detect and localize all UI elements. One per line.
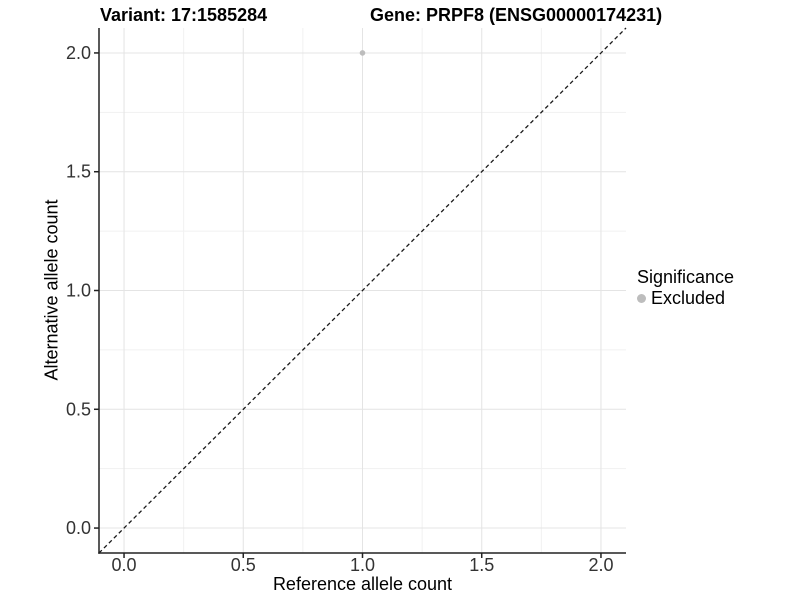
x-tick-label: 1.0 (350, 555, 375, 575)
legend: Significance Excluded (637, 267, 734, 308)
legend-item-label: Excluded (651, 288, 726, 308)
data-point (359, 50, 366, 56)
x-tick-label: 0.0 (112, 555, 137, 575)
y-tick-label: 0.5 (66, 399, 91, 419)
x-axis-title: Reference allele count (272, 574, 453, 594)
x-tick-label: 1.5 (469, 555, 494, 575)
legend-title: Significance (637, 267, 735, 287)
x-tick-label: 0.5 (231, 555, 256, 575)
legend-item: Excluded (637, 288, 734, 308)
plot-title-gene: Gene: PRPF8 (ENSG00000174231) (370, 5, 663, 25)
x-tick-label: 2.0 (588, 555, 613, 575)
y-tick-label: 2.0 (66, 43, 91, 63)
legend-point-icon (637, 293, 646, 303)
y-tick-label: 1.0 (66, 281, 91, 301)
y-tick-label: 1.5 (66, 162, 91, 182)
y-tick-label: 0.0 (66, 518, 91, 538)
legend-items: Excluded (637, 288, 734, 308)
y-axis-title: Alternative allele count (41, 199, 62, 381)
identity-reference-line (98, 27, 627, 554)
plot-title-variant: Variant: 17:1585284 (100, 5, 268, 25)
